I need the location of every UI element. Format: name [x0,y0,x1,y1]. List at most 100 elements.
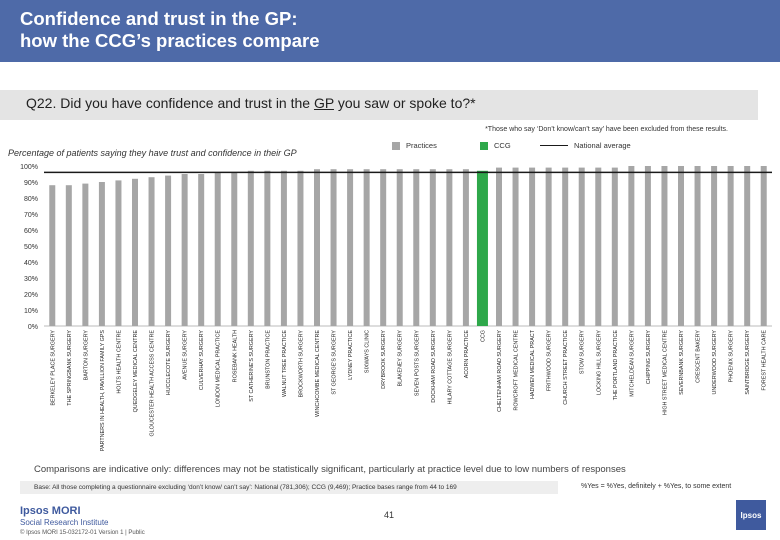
x-category-label: STOW SURGERY [580,330,586,375]
bar-practice [231,172,238,326]
x-category-label: ST CATHERINE'S SURGERY [249,330,255,402]
y-tick-label: 90% [24,180,38,187]
x-category-label: SEVERNBANK SURGERY [679,330,685,395]
title-line-1: Confidence and trust in the GP: [20,8,298,29]
y-tick-label: 100% [20,164,38,171]
x-category-label: SAINTBRIDGE SURGERY [745,330,751,395]
bar-practice [396,169,403,326]
y-tick-label: 70% [24,212,38,219]
y-tick-label: 20% [24,292,38,299]
comparisons-note: Comparisons are indicative only: differe… [34,464,626,475]
bar-practice [429,169,436,326]
bar-practice [744,166,751,326]
bar-practice [711,166,718,326]
bar-practice [529,167,536,326]
bar-practice [264,170,271,326]
bar-practice [496,167,502,326]
x-category-label: THE SPRINGBANK SURGERY [67,330,73,406]
bar-practice [181,174,188,326]
exclusion-note: *Those who say ‘Don’t know/can’t say’ ha… [485,126,728,133]
bar-practice [198,174,205,326]
x-category-label: HOLTS HEALTH CENTRE [116,330,122,394]
legend-national: National average [540,141,631,150]
x-category-label: CCG [480,330,486,342]
x-category-label: LONDON MEDICAL PRACTICE [216,330,222,407]
bar-practice [545,167,552,326]
x-category-label: BERKELEY PLACE SURGERY [50,330,56,406]
x-category-label: BARTON SURGERY [83,330,89,381]
question-part-1: Q22. Did you have confidence and trust i… [26,95,314,111]
bar-practice [578,167,585,326]
key-note: %Yes = %Yes, definitely + %Yes, to some … [581,483,732,490]
legend-practices-swatch [392,141,400,150]
bar-practice [297,170,304,326]
x-category-label: BRUNSTON PRACTICE [265,330,271,389]
x-category-label: SIXWAYS CLINIC [365,330,371,373]
x-category-label: HIGH STREET MEDICAL CENTRE [662,330,668,415]
bar-practice [694,166,701,326]
x-category-label: LOCKING HILL SURGERY [596,330,602,395]
bar-practice [380,169,387,326]
x-category-label: ROWCROFT MEDICAL CENTRE [514,330,520,411]
ipsos-corner-logo: Ipsos [736,500,766,530]
bar-practice [562,167,569,326]
bar-practice [148,177,155,326]
bar-practice [347,169,354,326]
x-category-label: CHELTENHAM ROAD SURGERY [497,330,503,412]
sri-logo-text: Social Research Institute [20,518,109,527]
x-category-label: DRYBROOK SURGERY [381,330,387,389]
bar-practice [65,185,72,326]
bar-practice [280,170,287,326]
legend-practices-label: Practices [406,141,437,150]
x-category-label: AVENUE SURGERY [183,330,189,380]
x-category-label: HILARY COTTAGE SURGERY [447,330,453,405]
y-tick-label: 40% [24,260,38,267]
x-category-label: WALNUT TREE PRACTICE [282,330,288,397]
legend-practices: Practices [392,141,437,150]
bar-practice [132,178,138,326]
title-line-2: how the CCG’s practices compare [20,30,320,51]
bar-practice [413,169,420,326]
x-category-label: WINCHCOMBE MEDICAL CENTRE [315,330,321,417]
bar-practice [760,166,767,326]
x-category-label: SEVEN POSTS SURGERY [414,330,420,397]
bar-practice [49,185,56,326]
base-note: Base: All those completing a questionnai… [20,481,558,494]
x-category-label: PARTNERS IN HEALTH, PAVILLION FAMILY GPS [100,330,106,452]
bar-practice [330,169,337,326]
question-part-2: you saw or spoke to?* [333,95,476,111]
bar-practice [595,167,602,326]
slide-title: Confidence and trust in the GP: how the … [20,8,320,52]
bar-practice [165,175,172,326]
x-category-label: LYDNEY PRACTICE [348,330,354,380]
x-category-label: HADWEN MEDICAL PRACT [530,329,536,399]
y-tick-label: 10% [24,308,38,315]
legend-ccg-label: CCG [494,141,511,150]
slide-header: Confidence and trust in the GP: how the … [0,0,780,62]
legend-ccg-swatch [480,141,488,150]
bar-practice [644,166,651,326]
bar-practice [462,169,469,326]
x-category-label: QUEDGELEY MEDICAL CENTRE [133,330,139,413]
y-tick-label: 80% [24,196,38,203]
y-tick-label: 50% [24,244,38,251]
bar-practice [512,167,519,326]
bar-practice [363,169,370,326]
y-tick-label: 30% [24,276,38,283]
bar-practice [661,166,668,326]
bar-practice [247,170,254,326]
x-category-label: ROSEBANK HEALTH [232,330,238,382]
y-axis-title: Percentage of patients saying they have … [8,148,297,158]
x-category-label: CHURCH STREET PRACTICE [563,330,569,405]
x-category-label: CULVERHAY SURGERY [199,330,205,391]
x-category-label: CRESCENT BAKERY [696,330,702,383]
bar-practice [82,183,89,326]
x-category-label: DOCKHAM ROAD SURGERY [431,330,437,403]
legend-ccg: CCG [480,141,511,150]
x-category-label: ST GEORGE'S SURGERY [332,330,338,395]
bar-practice [678,166,684,326]
question-underlined: GP [313,95,334,111]
y-tick-label: 0% [28,324,38,331]
bar-practice [115,180,122,326]
x-category-label: FRITHWOOD SURGERY [547,330,553,392]
